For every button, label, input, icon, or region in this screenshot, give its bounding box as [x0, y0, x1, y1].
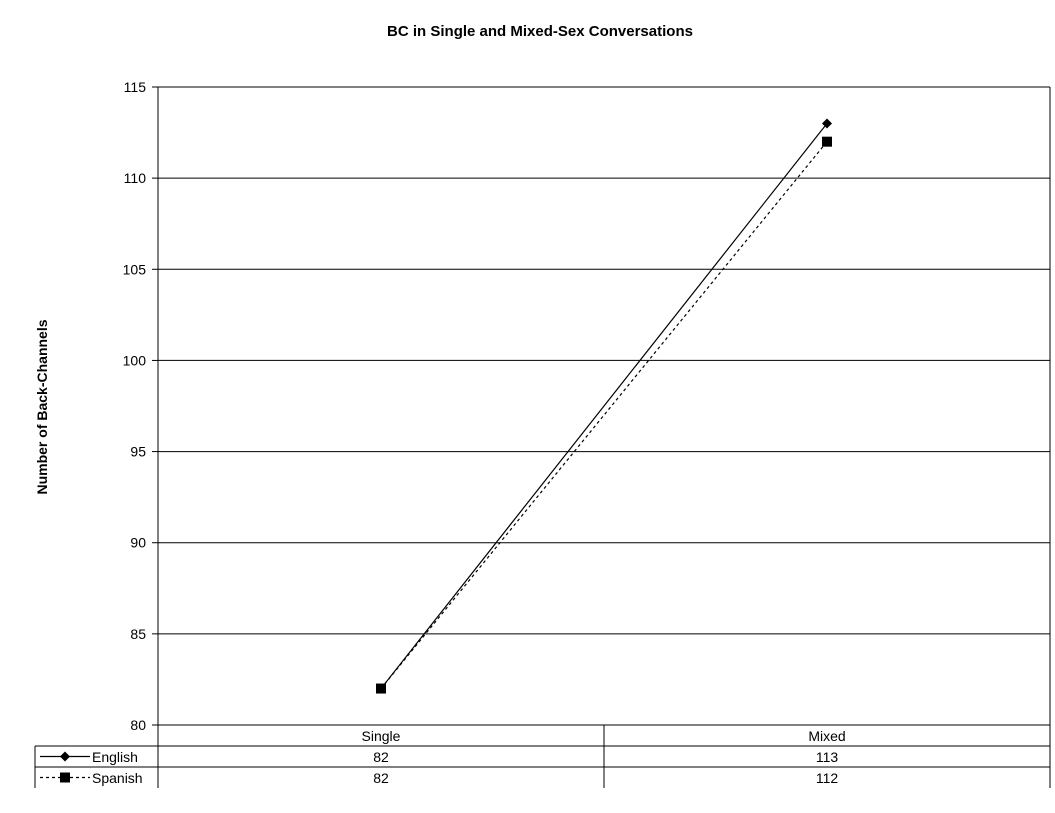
y-tick-label-115: 115 [124, 79, 147, 95]
gridlines [158, 86, 1050, 726]
y-tick-label-95: 95 [130, 444, 146, 460]
series-line-english [380, 123, 828, 689]
table-cell-english-single: 82 [373, 749, 389, 765]
point-spanish-single [376, 683, 386, 694]
chart-title: BC in Single and Mixed-Sex Conversations [387, 23, 693, 40]
y-tick-label-85: 85 [130, 626, 146, 642]
legend-marker-english [60, 751, 70, 762]
legend-marker-spanish [60, 772, 70, 783]
y-axis-label: Number of Back-Channels [34, 319, 50, 494]
plot-frame [157, 87, 1051, 725]
table-header-single: Single [362, 728, 401, 744]
y-tick-labels: 80 85 90 95 100 105 110 115 [123, 79, 158, 733]
point-spanish-mixed [822, 136, 832, 147]
series-line-spanish [380, 141, 828, 689]
table-cell-spanish-single: 82 [373, 770, 389, 786]
legend-label-english: English [92, 749, 138, 765]
point-english-mixed [822, 118, 832, 129]
data-table: Single Mixed English 82 113 Spanish 82 112 [34, 725, 1051, 788]
table-header-mixed: Mixed [808, 728, 845, 744]
y-tick-label-80: 80 [130, 717, 146, 733]
y-tick-label-100: 100 [123, 352, 147, 368]
y-tick-label-110: 110 [124, 170, 147, 186]
legend-label-spanish: Spanish [92, 770, 143, 786]
table-cell-english-mixed: 113 [816, 749, 839, 765]
series-lines [380, 123, 828, 689]
y-tick-label-105: 105 [123, 261, 147, 277]
series-markers [376, 118, 832, 694]
y-tick-label-90: 90 [130, 535, 146, 551]
table-cell-spanish-mixed: 112 [816, 770, 839, 786]
